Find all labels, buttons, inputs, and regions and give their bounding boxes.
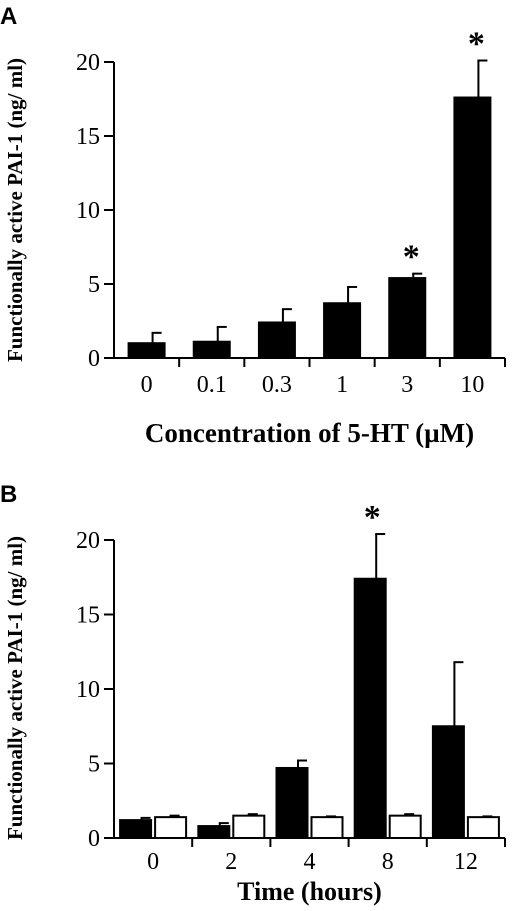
panel-a-letter: A [0, 3, 17, 30]
x-tick-label: 10 [460, 372, 484, 398]
bar-open [466, 816, 500, 840]
x-tick-label: 8 [382, 849, 394, 875]
x-axis-label: Time (hours) [237, 877, 382, 906]
y-tick-label: 15 [76, 124, 100, 150]
x-tick-label: 12 [454, 849, 478, 875]
y-axis-label: Functionally active PAI-1 (ng/ ml) [3, 58, 27, 362]
x-axis-label: Concentration of 5-HT (µM) [145, 418, 474, 448]
y-tick-label: 5 [88, 272, 100, 298]
bar-open [310, 816, 344, 840]
x-tick-label: 0 [141, 372, 153, 398]
bar-filled [119, 819, 153, 839]
x-tick-label: 0.1 [197, 372, 227, 398]
y-tick-label: 10 [76, 198, 100, 224]
x-tick-label: 0 [147, 849, 159, 875]
significance-asterisk: * [468, 26, 485, 63]
y-tick-label: 0 [88, 346, 100, 372]
bar-open [232, 814, 266, 840]
y-tick-label: 20 [76, 528, 100, 554]
bar-filled [197, 825, 231, 840]
bar-open [154, 816, 188, 840]
bar-filled [431, 725, 465, 839]
y-tick-label: 20 [76, 50, 100, 76]
x-tick-label: 1 [336, 372, 348, 398]
x-tick-label: 0.3 [262, 372, 292, 398]
panel-b-letter: B [0, 481, 17, 508]
bar-filled [192, 340, 231, 360]
significance-asterisk: * [403, 239, 420, 276]
x-tick-label: 4 [304, 849, 316, 875]
bar-filled [257, 321, 296, 360]
y-tick-label: 0 [88, 826, 100, 852]
bar-open [388, 814, 422, 840]
bar-filled [275, 766, 309, 839]
x-tick-label: 3 [401, 372, 413, 398]
y-tick-label: 5 [88, 752, 100, 778]
bar-filled [453, 96, 492, 360]
bar-filled [127, 342, 166, 360]
y-tick-label: 10 [76, 677, 100, 703]
bar-filled [323, 302, 362, 359]
bar-filled [353, 577, 387, 839]
significance-asterisk: * [364, 499, 381, 536]
y-tick-label: 15 [76, 603, 100, 629]
y-axis-label: Functionally active PAI-1 (ng/ ml) [3, 536, 27, 840]
bar-filled [388, 277, 427, 359]
x-tick-label: 2 [225, 849, 237, 875]
